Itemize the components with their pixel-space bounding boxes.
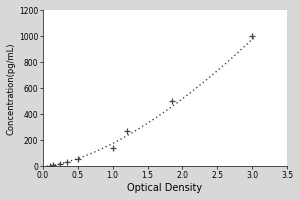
Y-axis label: Concentration(pg/mL): Concentration(pg/mL) [7, 42, 16, 135]
X-axis label: Optical Density: Optical Density [128, 183, 202, 193]
